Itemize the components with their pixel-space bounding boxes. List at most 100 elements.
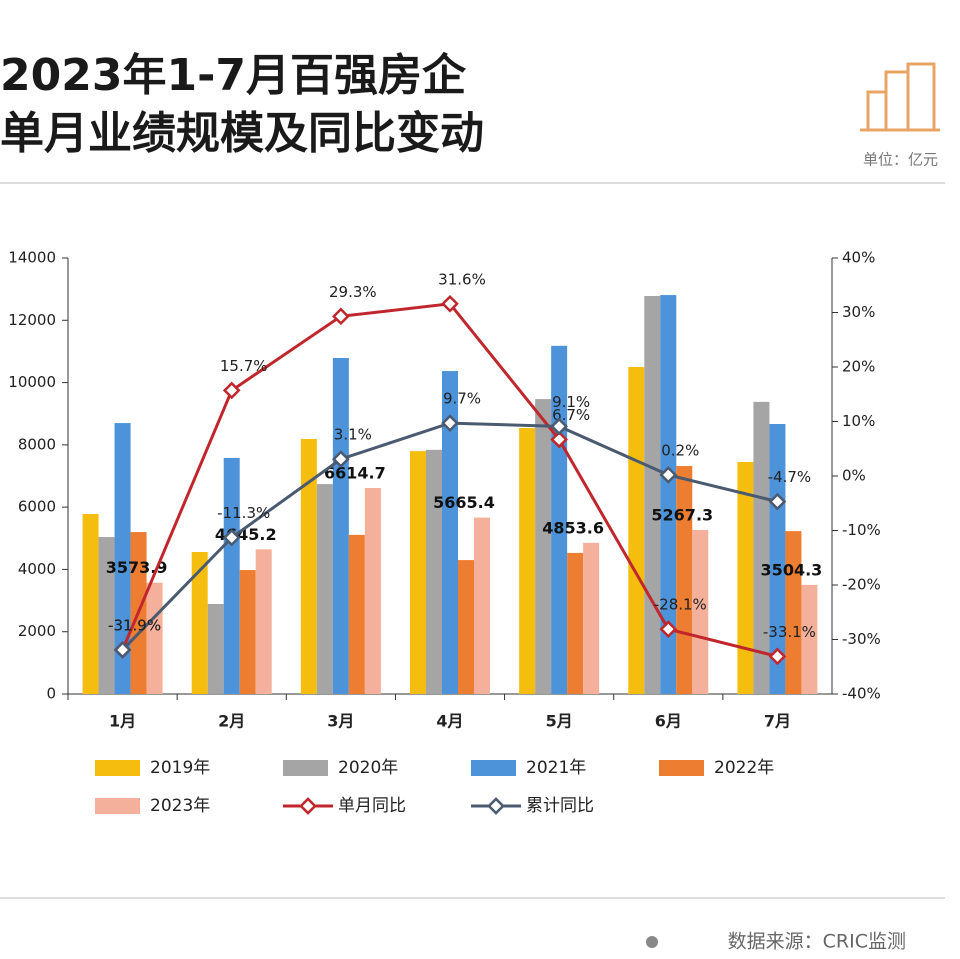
y2-tick-label: 20% bbox=[842, 358, 875, 376]
bar bbox=[519, 428, 536, 694]
line-value-label: 29.3% bbox=[329, 283, 377, 301]
y2-tick-label: 30% bbox=[842, 303, 875, 321]
y2-tick-label: 40% bbox=[842, 249, 875, 267]
bar bbox=[300, 438, 317, 694]
y-tick-label: 6000 bbox=[18, 498, 56, 516]
y2-tick-label: -10% bbox=[842, 521, 881, 539]
bar bbox=[114, 423, 131, 694]
line-value-label: -31.9% bbox=[108, 616, 161, 634]
bar bbox=[348, 534, 365, 694]
chart-title: 2023年1-7月百强房企 bbox=[0, 50, 467, 101]
line-marker bbox=[222, 528, 241, 547]
legend-label: 2022年 bbox=[714, 758, 774, 778]
x-tick-label: 2月 bbox=[218, 712, 245, 731]
legend-label: 累计同比 bbox=[526, 796, 594, 816]
bar bbox=[223, 457, 240, 694]
bar bbox=[426, 449, 442, 694]
line-marker bbox=[332, 307, 350, 326]
bar bbox=[207, 603, 224, 694]
bar bbox=[769, 423, 786, 694]
x-tick-label: 6月 bbox=[655, 712, 682, 731]
bar bbox=[801, 584, 818, 694]
line-marker bbox=[659, 620, 678, 638]
source-label: 数据来源：CRIC监测 bbox=[728, 931, 906, 953]
legend-swatch bbox=[659, 760, 704, 776]
line-value-label: 31.6% bbox=[438, 270, 486, 288]
line-value-label: 15.7% bbox=[220, 357, 268, 375]
bar-value-label: 4853.6 bbox=[542, 518, 604, 537]
line-value-label: 9.7% bbox=[443, 390, 481, 408]
y2-tick-label: -40% bbox=[842, 685, 881, 703]
line-marker bbox=[332, 450, 350, 468]
y-tick-label: 14000 bbox=[8, 249, 56, 267]
x-tick-label: 1月 bbox=[109, 712, 136, 731]
line-marker bbox=[768, 492, 787, 511]
x-tick-label: 3月 bbox=[327, 712, 354, 731]
legend-swatch bbox=[95, 760, 140, 776]
chart-subtitle: 单月业绩规模及同比变动 bbox=[0, 108, 484, 159]
line-marker bbox=[768, 647, 787, 666]
bar bbox=[98, 537, 115, 694]
bar bbox=[785, 531, 802, 694]
bar bbox=[737, 461, 754, 694]
legend-swatch bbox=[283, 760, 328, 776]
bar bbox=[474, 517, 490, 694]
unit-label: 单位：亿元 bbox=[863, 151, 938, 169]
bar bbox=[191, 551, 208, 694]
line-value-label: -11.3% bbox=[217, 504, 270, 522]
legend-label: 2020年 bbox=[338, 758, 398, 778]
legend-marker bbox=[299, 797, 317, 815]
x-tick-label: 5月 bbox=[546, 712, 573, 731]
line-marker bbox=[441, 414, 459, 432]
line-value-label: 3.1% bbox=[334, 426, 372, 444]
bar bbox=[692, 529, 709, 694]
y2-tick-label: -30% bbox=[842, 630, 881, 648]
bar-value-label: 6614.7 bbox=[324, 463, 386, 482]
y-tick-label: 2000 bbox=[18, 622, 56, 640]
bar bbox=[660, 295, 677, 694]
legend-swatch bbox=[95, 798, 140, 814]
line-value-label: -33.1% bbox=[763, 623, 816, 641]
y2-tick-label: 10% bbox=[842, 412, 875, 430]
line-marker bbox=[113, 641, 132, 659]
bar bbox=[567, 552, 584, 694]
bar bbox=[364, 487, 381, 694]
legend-label: 单月同比 bbox=[338, 796, 406, 816]
legend-label: 2019年 bbox=[150, 758, 210, 778]
y-tick-label: 10000 bbox=[8, 373, 56, 391]
source-bullet bbox=[646, 936, 658, 948]
bar bbox=[644, 295, 661, 694]
line-marker bbox=[550, 430, 568, 449]
bar bbox=[255, 549, 272, 694]
y-tick-label: 8000 bbox=[18, 435, 56, 453]
bar bbox=[316, 484, 333, 694]
y-tick-label: 4000 bbox=[18, 560, 56, 578]
line-value-label: -31.9% bbox=[108, 616, 161, 634]
line-value-label: -4.7% bbox=[768, 468, 812, 486]
line-marker bbox=[222, 381, 241, 400]
bar bbox=[410, 451, 426, 694]
legend-marker bbox=[487, 797, 505, 815]
bar-value-label: 5267.3 bbox=[651, 505, 713, 524]
bar bbox=[332, 357, 349, 694]
legend-label: 2023年 bbox=[150, 796, 210, 816]
bar bbox=[146, 582, 163, 694]
bar bbox=[753, 401, 770, 694]
y-tick-label: 0 bbox=[46, 685, 56, 703]
bar bbox=[239, 570, 256, 694]
y2-tick-label: -20% bbox=[842, 576, 881, 594]
bar bbox=[82, 513, 99, 694]
line-value-label: 9.1% bbox=[552, 393, 590, 411]
bar bbox=[583, 542, 600, 694]
line-value-label: -28.1% bbox=[654, 596, 707, 614]
bar bbox=[535, 399, 552, 694]
line-marker bbox=[441, 294, 459, 313]
y-tick-label: 12000 bbox=[8, 311, 56, 329]
line-value-label: 6.7% bbox=[552, 406, 590, 424]
x-tick-label: 4月 bbox=[436, 712, 463, 731]
bar-value-label: 3504.3 bbox=[761, 560, 823, 579]
bar-value-label: 3573.9 bbox=[106, 558, 168, 577]
bar bbox=[458, 560, 474, 694]
